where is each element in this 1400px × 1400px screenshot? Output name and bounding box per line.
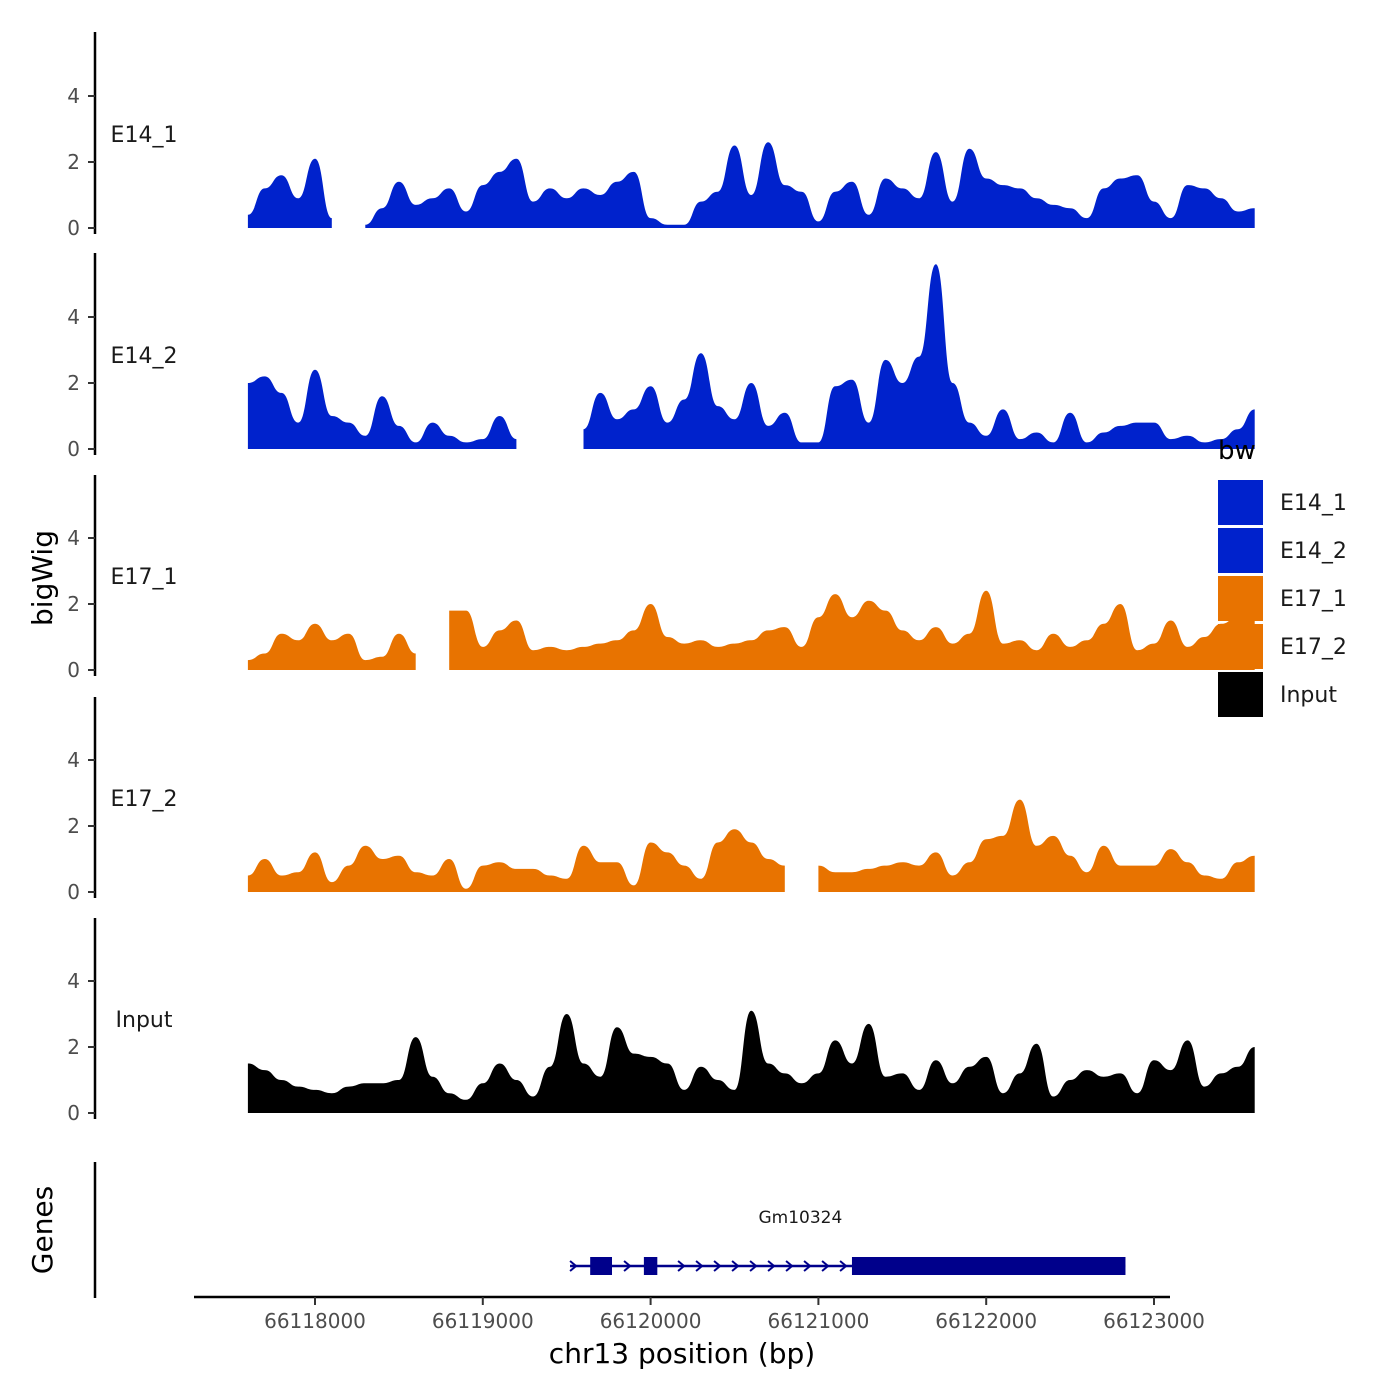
legend-swatch	[1218, 576, 1263, 621]
y-axis-title: bigWig	[26, 530, 59, 626]
track-input: 0 2 4 Input	[67, 918, 1255, 1125]
y-tick-label: 4	[67, 84, 80, 108]
gene-exon	[851, 1257, 1126, 1275]
gene-exon	[643, 1257, 658, 1275]
y-tick-label: 2	[67, 592, 80, 616]
track-label: E17_2	[111, 787, 178, 812]
x-tick-label: 66120000	[600, 1309, 702, 1333]
area-e17-1	[247, 623, 416, 670]
area-e14-1	[247, 158, 332, 228]
track-label: Input	[116, 1008, 173, 1033]
y-tick-label: 4	[67, 748, 80, 772]
track-label: E14_1	[111, 123, 178, 148]
area-e17-2	[818, 799, 1255, 892]
track-label: E14_2	[111, 344, 178, 369]
y-tick-label: 4	[67, 969, 80, 993]
track-e17-2: 0 2 4 E17_2	[67, 697, 1255, 904]
genes-panel: Gm10324	[93, 1162, 1126, 1298]
gene-exon	[590, 1257, 613, 1275]
area-e14-1	[365, 142, 1255, 228]
track-e17-1: 0 2 4 E17_1	[67, 475, 1255, 682]
x-tick-label: 66119000	[432, 1309, 534, 1333]
strand-chevron	[749, 1260, 758, 1272]
strand-chevron	[677, 1260, 686, 1272]
area-e14-2	[583, 264, 1255, 449]
y-tick-label: 0	[67, 880, 80, 904]
x-axis: 66118000 66119000 66120000 66121000 66122000…	[194, 1295, 1205, 1370]
genes-axis-title: Genes	[26, 1186, 59, 1274]
track-e14-1: 0 2 4 E14_1	[67, 32, 1255, 240]
y-tick-label: 0	[67, 437, 80, 461]
y-tick-label: 0	[67, 1101, 80, 1125]
strand-chevron	[569, 1260, 578, 1272]
x-axis-title: chr13 position (bp)	[549, 1337, 815, 1370]
strand-chevron	[821, 1260, 830, 1272]
strand-chevron	[839, 1260, 848, 1272]
y-tick-label: 2	[67, 150, 80, 174]
y-tick-label: 2	[67, 814, 80, 838]
legend-items: E14_1 E14_2 E17_1 E17_2 Input	[1218, 480, 1347, 717]
y-tick-label: 2	[67, 371, 80, 395]
y-tick-label: 4	[67, 526, 80, 550]
legend: bw E14_1 E14_2 E17_1 E17_2 Input	[1218, 436, 1347, 717]
track-label: E17_1	[111, 565, 178, 590]
track-panels: 0 2 4 E14_1 0 2 4 E14_2 0 2 4 E17_1 0 2 4 E17_2 0 2 4 Input	[67, 32, 1255, 1125]
x-tick-label: 66118000	[264, 1309, 366, 1333]
strand-chevron	[623, 1260, 632, 1272]
legend-label: E14_1	[1280, 491, 1347, 516]
area-e17-1	[449, 590, 1255, 670]
gene-track	[569, 1257, 1126, 1275]
legend-label: Input	[1280, 683, 1337, 708]
strand-chevron	[695, 1260, 704, 1272]
area-e17-2	[247, 829, 785, 892]
strand-chevron	[785, 1260, 794, 1272]
legend-label: E17_1	[1280, 587, 1347, 612]
legend-swatch	[1218, 480, 1263, 525]
y-tick-label: 4	[67, 305, 80, 329]
x-tick-label: 66122000	[935, 1309, 1037, 1333]
y-tick-label: 0	[67, 658, 80, 682]
gene-label: Gm10324	[758, 1208, 842, 1228]
legend-label: E14_2	[1280, 539, 1347, 564]
legend-swatch	[1218, 624, 1263, 669]
y-tick-label: 0	[67, 216, 80, 240]
x-tick-label: 66121000	[768, 1309, 870, 1333]
legend-swatch	[1218, 528, 1263, 573]
legend-title: bw	[1218, 436, 1256, 466]
x-tick-label: 66123000	[1103, 1309, 1205, 1333]
strand-chevron	[767, 1260, 776, 1272]
strand-chevron	[713, 1260, 722, 1272]
strand-chevron	[731, 1260, 740, 1272]
area-input	[247, 1010, 1255, 1113]
legend-swatch	[1218, 672, 1263, 717]
legend-label: E17_2	[1280, 635, 1347, 660]
y-tick-label: 2	[67, 1035, 80, 1059]
strand-chevron	[803, 1260, 812, 1272]
area-e14-2	[247, 369, 517, 449]
x-ticks: 66118000 66119000 66120000 66121000 66122000…	[264, 1297, 1205, 1333]
track-e14-2: 0 2 4 E14_2	[67, 253, 1255, 461]
